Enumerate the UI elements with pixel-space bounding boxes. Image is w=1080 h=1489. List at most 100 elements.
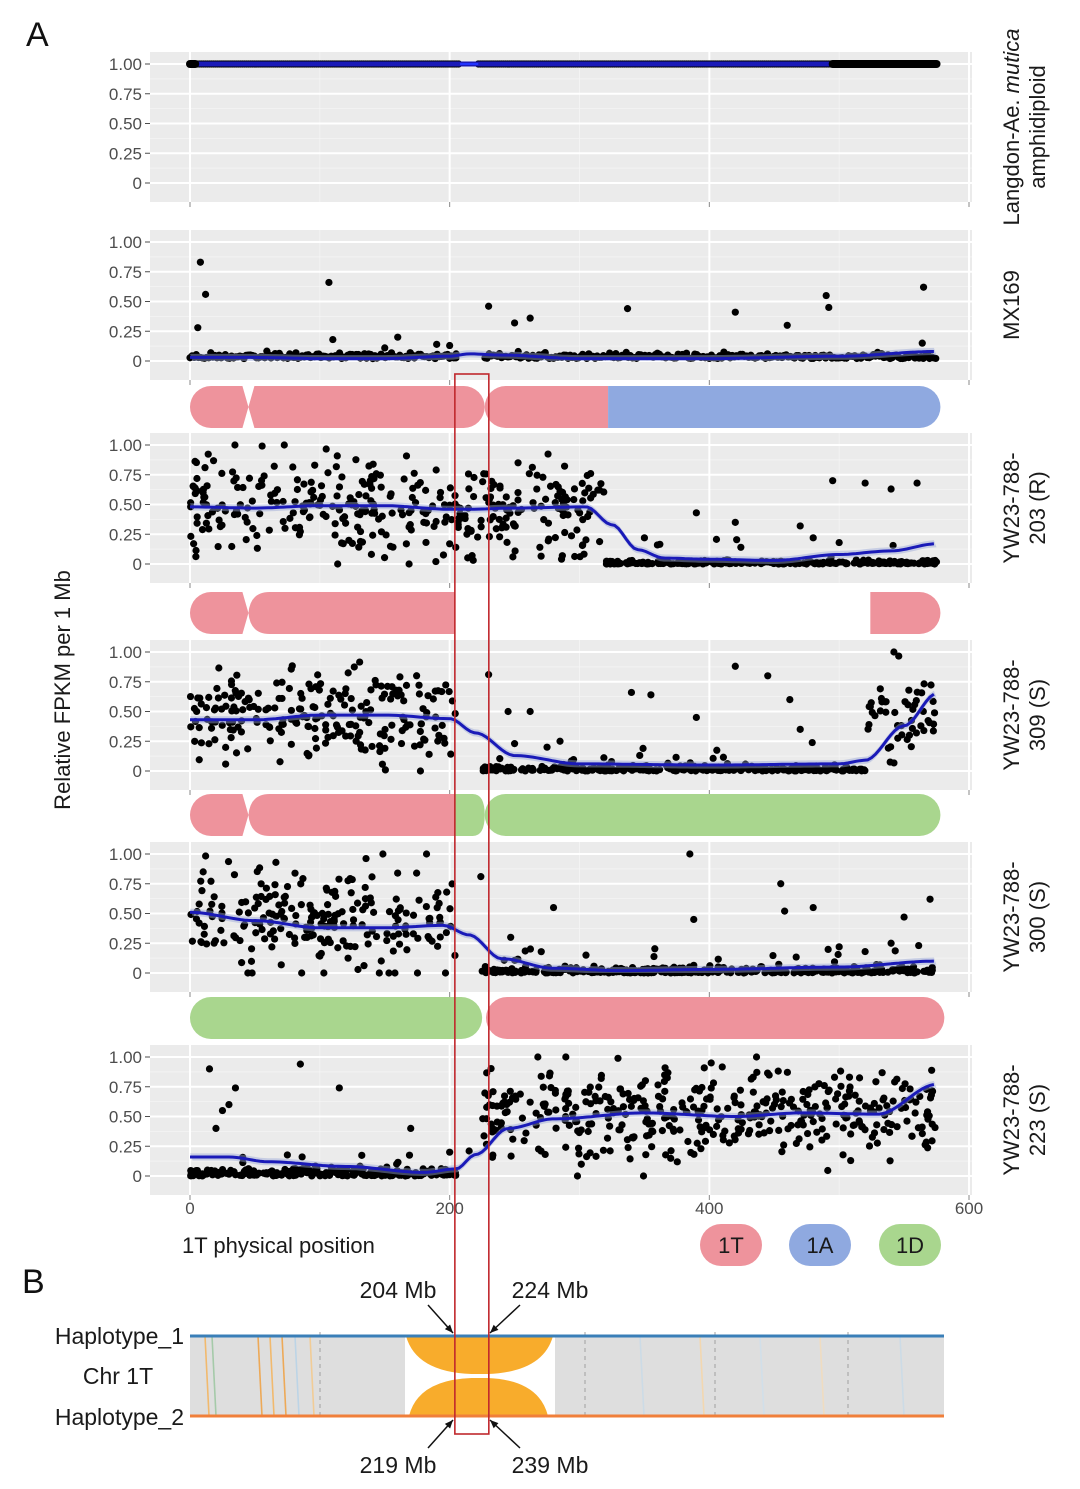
data-point — [335, 875, 343, 883]
data-point — [230, 871, 239, 879]
data-point — [385, 908, 394, 916]
data-point — [870, 1099, 878, 1108]
data-point — [214, 542, 222, 551]
data-point — [194, 324, 202, 332]
karyotype-bars — [190, 386, 945, 1039]
data-point — [754, 766, 763, 774]
data-point — [348, 875, 356, 884]
data-point — [503, 1108, 511, 1116]
data-point — [755, 1121, 763, 1129]
data-point — [387, 735, 395, 743]
data-point — [698, 1083, 706, 1092]
data-point — [886, 557, 894, 565]
data-point — [413, 869, 421, 877]
data-point — [372, 470, 380, 478]
data-point — [370, 908, 378, 916]
data-point — [878, 1069, 886, 1077]
data-point — [334, 560, 342, 568]
data-point — [890, 759, 898, 767]
data-point — [288, 662, 296, 670]
karyotype-6 — [190, 997, 945, 1039]
data-point — [661, 1087, 669, 1095]
data-point — [242, 535, 250, 544]
data-point — [305, 751, 313, 759]
data-point — [627, 688, 636, 697]
data-point — [238, 898, 246, 907]
panel-background — [150, 52, 972, 202]
data-point — [825, 303, 833, 312]
karyotype-3 — [190, 386, 941, 428]
data-point — [341, 1170, 349, 1178]
data-point — [684, 1137, 692, 1146]
data-point — [569, 755, 578, 764]
data-point — [271, 704, 279, 712]
data-point — [446, 540, 454, 548]
data-point — [700, 1102, 708, 1110]
data-point — [323, 901, 332, 909]
data-point — [539, 1083, 547, 1091]
data-point — [417, 720, 425, 728]
data-point — [405, 523, 413, 531]
data-point — [772, 1096, 780, 1104]
data-point — [232, 689, 240, 697]
data-point — [434, 942, 442, 950]
data-point — [755, 1130, 763, 1138]
data-point — [818, 1114, 826, 1123]
data-point — [436, 933, 444, 941]
data-point — [752, 1053, 761, 1061]
data-point — [838, 558, 847, 566]
data-point — [665, 1121, 673, 1130]
data-point — [266, 930, 275, 938]
data-point — [688, 766, 696, 774]
data-point — [439, 1171, 448, 1179]
legend-item-1A: 1A — [789, 1224, 851, 1266]
synteny-link — [819, 1335, 825, 1417]
data-point — [287, 706, 295, 715]
data-point — [348, 706, 356, 714]
data-point — [787, 765, 796, 773]
data-point — [372, 681, 380, 689]
data-point — [366, 480, 374, 489]
data-point — [879, 968, 887, 977]
data-point — [921, 1141, 929, 1149]
data-point — [569, 765, 577, 773]
data-point — [509, 553, 517, 561]
y-tick-label: 0.25 — [109, 322, 142, 341]
data-point — [398, 511, 407, 519]
data-point — [809, 764, 817, 772]
data-point — [928, 1137, 936, 1145]
data-point — [218, 469, 226, 478]
data-point — [257, 880, 265, 888]
data-point — [228, 542, 236, 551]
data-point — [872, 1078, 880, 1086]
data-point — [211, 736, 219, 744]
data-point — [422, 510, 430, 518]
scatter-points — [187, 441, 941, 568]
data-point — [252, 929, 260, 937]
data-point — [209, 457, 218, 465]
data-point — [394, 907, 403, 915]
data-point — [525, 968, 533, 976]
data-point — [214, 694, 222, 702]
data-point — [446, 1148, 454, 1156]
data-point — [480, 1132, 488, 1140]
data-point — [502, 493, 510, 501]
data-point — [235, 908, 243, 916]
data-point — [575, 1150, 583, 1158]
x-axis-title: 1T physical position — [182, 1233, 375, 1258]
data-point — [895, 652, 903, 660]
data-point — [224, 857, 233, 866]
data-point — [233, 671, 241, 679]
x-tick-label: 0 — [185, 1199, 194, 1218]
data-point — [429, 695, 437, 703]
y-tick-label: 1.00 — [109, 1048, 142, 1067]
data-point — [584, 1127, 592, 1136]
data-point — [658, 1127, 666, 1135]
data-point — [407, 1124, 415, 1132]
data-point — [239, 706, 247, 714]
synteny-track-label: Haplotype_1 — [55, 1323, 184, 1349]
data-point — [278, 907, 286, 916]
data-point — [565, 1099, 573, 1107]
data-point — [210, 706, 219, 714]
data-point — [506, 1087, 514, 1095]
